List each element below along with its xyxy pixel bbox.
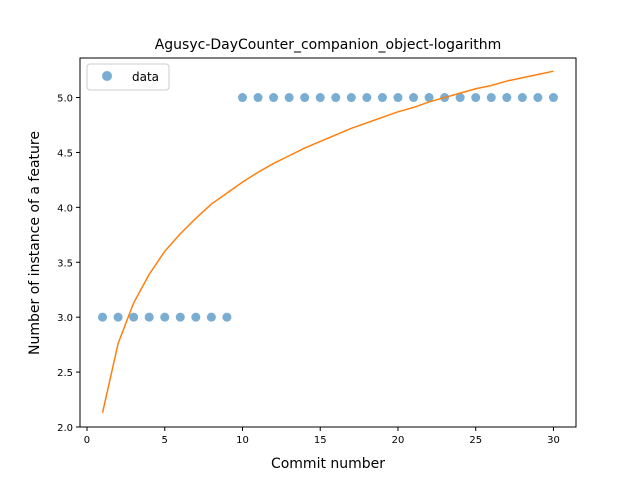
data-point (300, 93, 310, 103)
x-tick-label: 30 (547, 435, 560, 446)
chart-title: Agusyc-DayCounter_companion_object-logar… (155, 37, 502, 53)
legend-label-data: data (132, 70, 159, 84)
data-point (253, 93, 263, 103)
data-point (284, 93, 294, 103)
data-point (393, 93, 403, 103)
data-point (533, 93, 543, 103)
y-tick-label: 4.5 (57, 148, 73, 159)
data-point (424, 93, 434, 103)
fit-line (101, 70, 554, 413)
data-point (486, 93, 496, 103)
axes-frame (79, 57, 577, 428)
x-tick-label: 0 (84, 435, 90, 446)
data-point (346, 93, 356, 103)
legend-marker-data (102, 71, 112, 81)
x-tick-label: 15 (314, 435, 327, 446)
data-point (222, 312, 232, 322)
data-point (517, 93, 527, 103)
y-axis-title: Number of instance of a feature (27, 131, 43, 355)
legend-box (86, 63, 170, 91)
y-tick-label: 2.5 (57, 368, 73, 379)
data-point (455, 93, 465, 103)
x-axis-title: Commit number (271, 456, 385, 472)
plot-area (98, 70, 558, 413)
x-tick-label: 20 (392, 435, 405, 446)
data-point (315, 93, 325, 103)
axes: 0 5 10 15 20 25 30 2.0 2.5 3.0 3.5 4.0 4.5 5.0 (57, 57, 577, 446)
data-point (98, 312, 108, 322)
data-point (269, 93, 279, 103)
y-tick-label: 5.0 (57, 94, 73, 105)
data-point (471, 93, 481, 103)
x-tick-label: 5 (162, 435, 168, 446)
data-point (362, 93, 372, 103)
data-point (331, 93, 341, 103)
data-point (377, 93, 387, 103)
data-point (237, 93, 247, 103)
data-point (206, 312, 216, 322)
data-point (113, 312, 123, 322)
y-tick-label: 2.0 (57, 423, 73, 434)
data-point (129, 312, 139, 322)
y-tick-label: 3.0 (57, 313, 73, 324)
x-tick-label: 25 (469, 435, 482, 446)
data-point (175, 312, 185, 322)
data-point (548, 93, 558, 103)
data-point (160, 312, 170, 322)
legend: data (86, 63, 170, 91)
data-point (409, 93, 419, 103)
y-tick-label: 4.0 (57, 203, 73, 214)
data-point (502, 93, 512, 103)
data-point (191, 312, 201, 322)
y-tick-label: 3.5 (57, 258, 73, 269)
x-tick-label: 10 (236, 435, 249, 446)
data-point (144, 312, 154, 322)
